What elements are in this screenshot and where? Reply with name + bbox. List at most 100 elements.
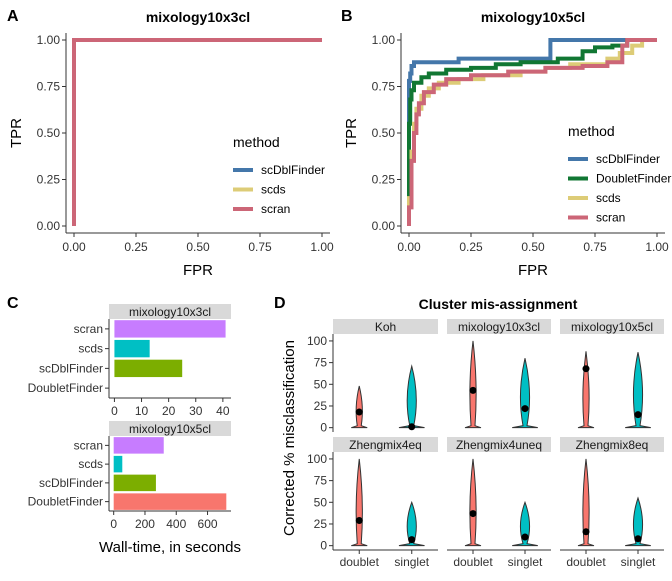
y-tick-label: 25 <box>314 517 328 531</box>
violin-facet: mixology10x3cl <box>447 319 551 429</box>
facet-strip <box>447 437 551 452</box>
x-tick-label: 0.50 <box>186 240 210 254</box>
facet-strip-label: Zhengmix4eq <box>349 438 422 452</box>
violin-singlet <box>398 500 425 547</box>
x-tick-label: 0 <box>110 517 117 531</box>
facet-strip <box>560 319 664 334</box>
roc-curve-scdblfinder <box>72 38 322 226</box>
y-tick-label: 50 <box>314 377 328 391</box>
facet-strip-label: mixology10x5cl <box>571 320 653 334</box>
panel-label-c: C <box>7 295 19 312</box>
y-tick-label: 1.00 <box>372 33 396 47</box>
mean-point-doublet <box>469 386 477 394</box>
bar-facet: mixology10x3cl scran scds scDblFinder Double… <box>28 304 231 418</box>
x-tick-label: 0.50 <box>521 240 545 254</box>
facet-strip <box>333 319 438 334</box>
legend-label: scran <box>596 211 625 225</box>
violin-facet: Zhengmix4eq 0 25 50 75 100 doublet singlet <box>307 437 438 569</box>
bar-doubletfinder <box>113 493 227 510</box>
x-tick-label: 600 <box>198 517 218 531</box>
legend-label: DoubletFinder <box>596 172 671 186</box>
bar-scds <box>113 455 123 473</box>
facet-strip-label: Zhengmix8eq <box>576 438 649 452</box>
violin-doublet <box>351 385 368 429</box>
y-tick-label: 100 <box>307 452 327 466</box>
y-tick-label: 1.00 <box>37 33 61 47</box>
y-tick-label: 25 <box>314 399 328 413</box>
category-label: scDblFinder <box>39 361 103 375</box>
category-label: scran <box>74 322 103 336</box>
facet-strip <box>109 304 231 319</box>
y-tick-label: 0 <box>320 539 327 553</box>
x-tick-label: 40 <box>216 404 230 418</box>
y-tick-label: 0.50 <box>37 126 61 140</box>
x-tick-label: doublet <box>566 555 606 569</box>
facet-strip <box>333 437 438 452</box>
violin-facet: mixology10x5cl <box>560 319 664 429</box>
facet-strip <box>447 319 551 334</box>
roc-curve-scds <box>72 38 322 226</box>
plot-title: mixology10x3cl <box>146 9 250 25</box>
violin-singlet <box>625 352 651 429</box>
y-tick-label: 75 <box>314 356 328 370</box>
x-axis-title: FPR <box>183 262 213 279</box>
legend-title: method <box>568 123 615 139</box>
y-tick-label: 0.75 <box>37 80 61 94</box>
bar-scds <box>114 339 150 358</box>
mean-point-doublet <box>582 365 590 373</box>
x-tick-label: 0.75 <box>248 240 272 254</box>
x-tick-label: 0.75 <box>583 240 607 254</box>
mean-point-singlet <box>408 423 416 431</box>
legend-label: scds <box>596 191 621 205</box>
mean-point-doublet <box>469 510 477 518</box>
y-tick-label: 0.50 <box>372 126 396 140</box>
y-tick-label: 0.25 <box>37 173 61 187</box>
y-tick-label: 0 <box>320 421 327 435</box>
bar-scran <box>113 437 164 454</box>
mean-point-singlet <box>634 535 642 543</box>
x-tick-label: 1.00 <box>645 240 669 254</box>
y-axis-title: TPR <box>8 118 25 148</box>
category-label: scds <box>78 457 103 471</box>
violin-singlet <box>512 358 538 429</box>
x-tick-label: singlet <box>508 555 543 569</box>
mean-point-singlet <box>521 405 529 413</box>
category-label: scds <box>78 342 103 356</box>
panel-label-b: B <box>341 8 353 25</box>
category-label: DoubletFinder <box>28 381 103 395</box>
panel-label-a: A <box>7 8 19 25</box>
violin-doublet <box>464 340 482 429</box>
y-tick-label: 75 <box>314 474 328 488</box>
violin-doublet <box>464 458 482 547</box>
bar-facet: mixology10x5cl scran scds scDblFinder Double… <box>28 421 231 531</box>
violin-facet: Koh 0 25 50 75 100 <box>307 319 438 435</box>
roc-curve-doubletfinder <box>407 38 657 226</box>
roc-curve-scran <box>407 38 657 226</box>
x-tick-label: 30 <box>189 404 203 418</box>
roc-curve-scran <box>72 38 322 226</box>
facet-strip-label: Koh <box>375 320 396 334</box>
legend-label: scds <box>261 183 286 197</box>
y-axis-title: Corrected % misclassification <box>281 340 298 536</box>
mean-point-singlet <box>408 536 416 544</box>
x-tick-label: doublet <box>340 555 380 569</box>
category-label: scDblFinder <box>39 476 103 490</box>
y-axis-title: TPR <box>343 118 360 148</box>
y-tick-label: 0.00 <box>372 219 396 233</box>
bar-scdblfinder <box>113 474 156 492</box>
violin-facet: Zhengmix4uneq doublet singlet <box>447 437 551 569</box>
x-tick-label: 0.00 <box>62 240 86 254</box>
violin-doublet <box>577 458 595 547</box>
violin-doublet <box>351 458 368 547</box>
facet-strip-label: mixology10x3cl <box>458 320 540 334</box>
x-tick-label: 20 <box>162 404 176 418</box>
facet-strip-label: mixology10x5cl <box>129 422 211 436</box>
x-tick-label: 0.00 <box>397 240 421 254</box>
y-tick-label: 50 <box>314 495 328 509</box>
mean-point-doublet <box>582 528 590 536</box>
legend-label: scDblFinder <box>596 152 660 166</box>
panel-label-d: D <box>274 295 286 312</box>
facet-strip <box>560 437 664 452</box>
